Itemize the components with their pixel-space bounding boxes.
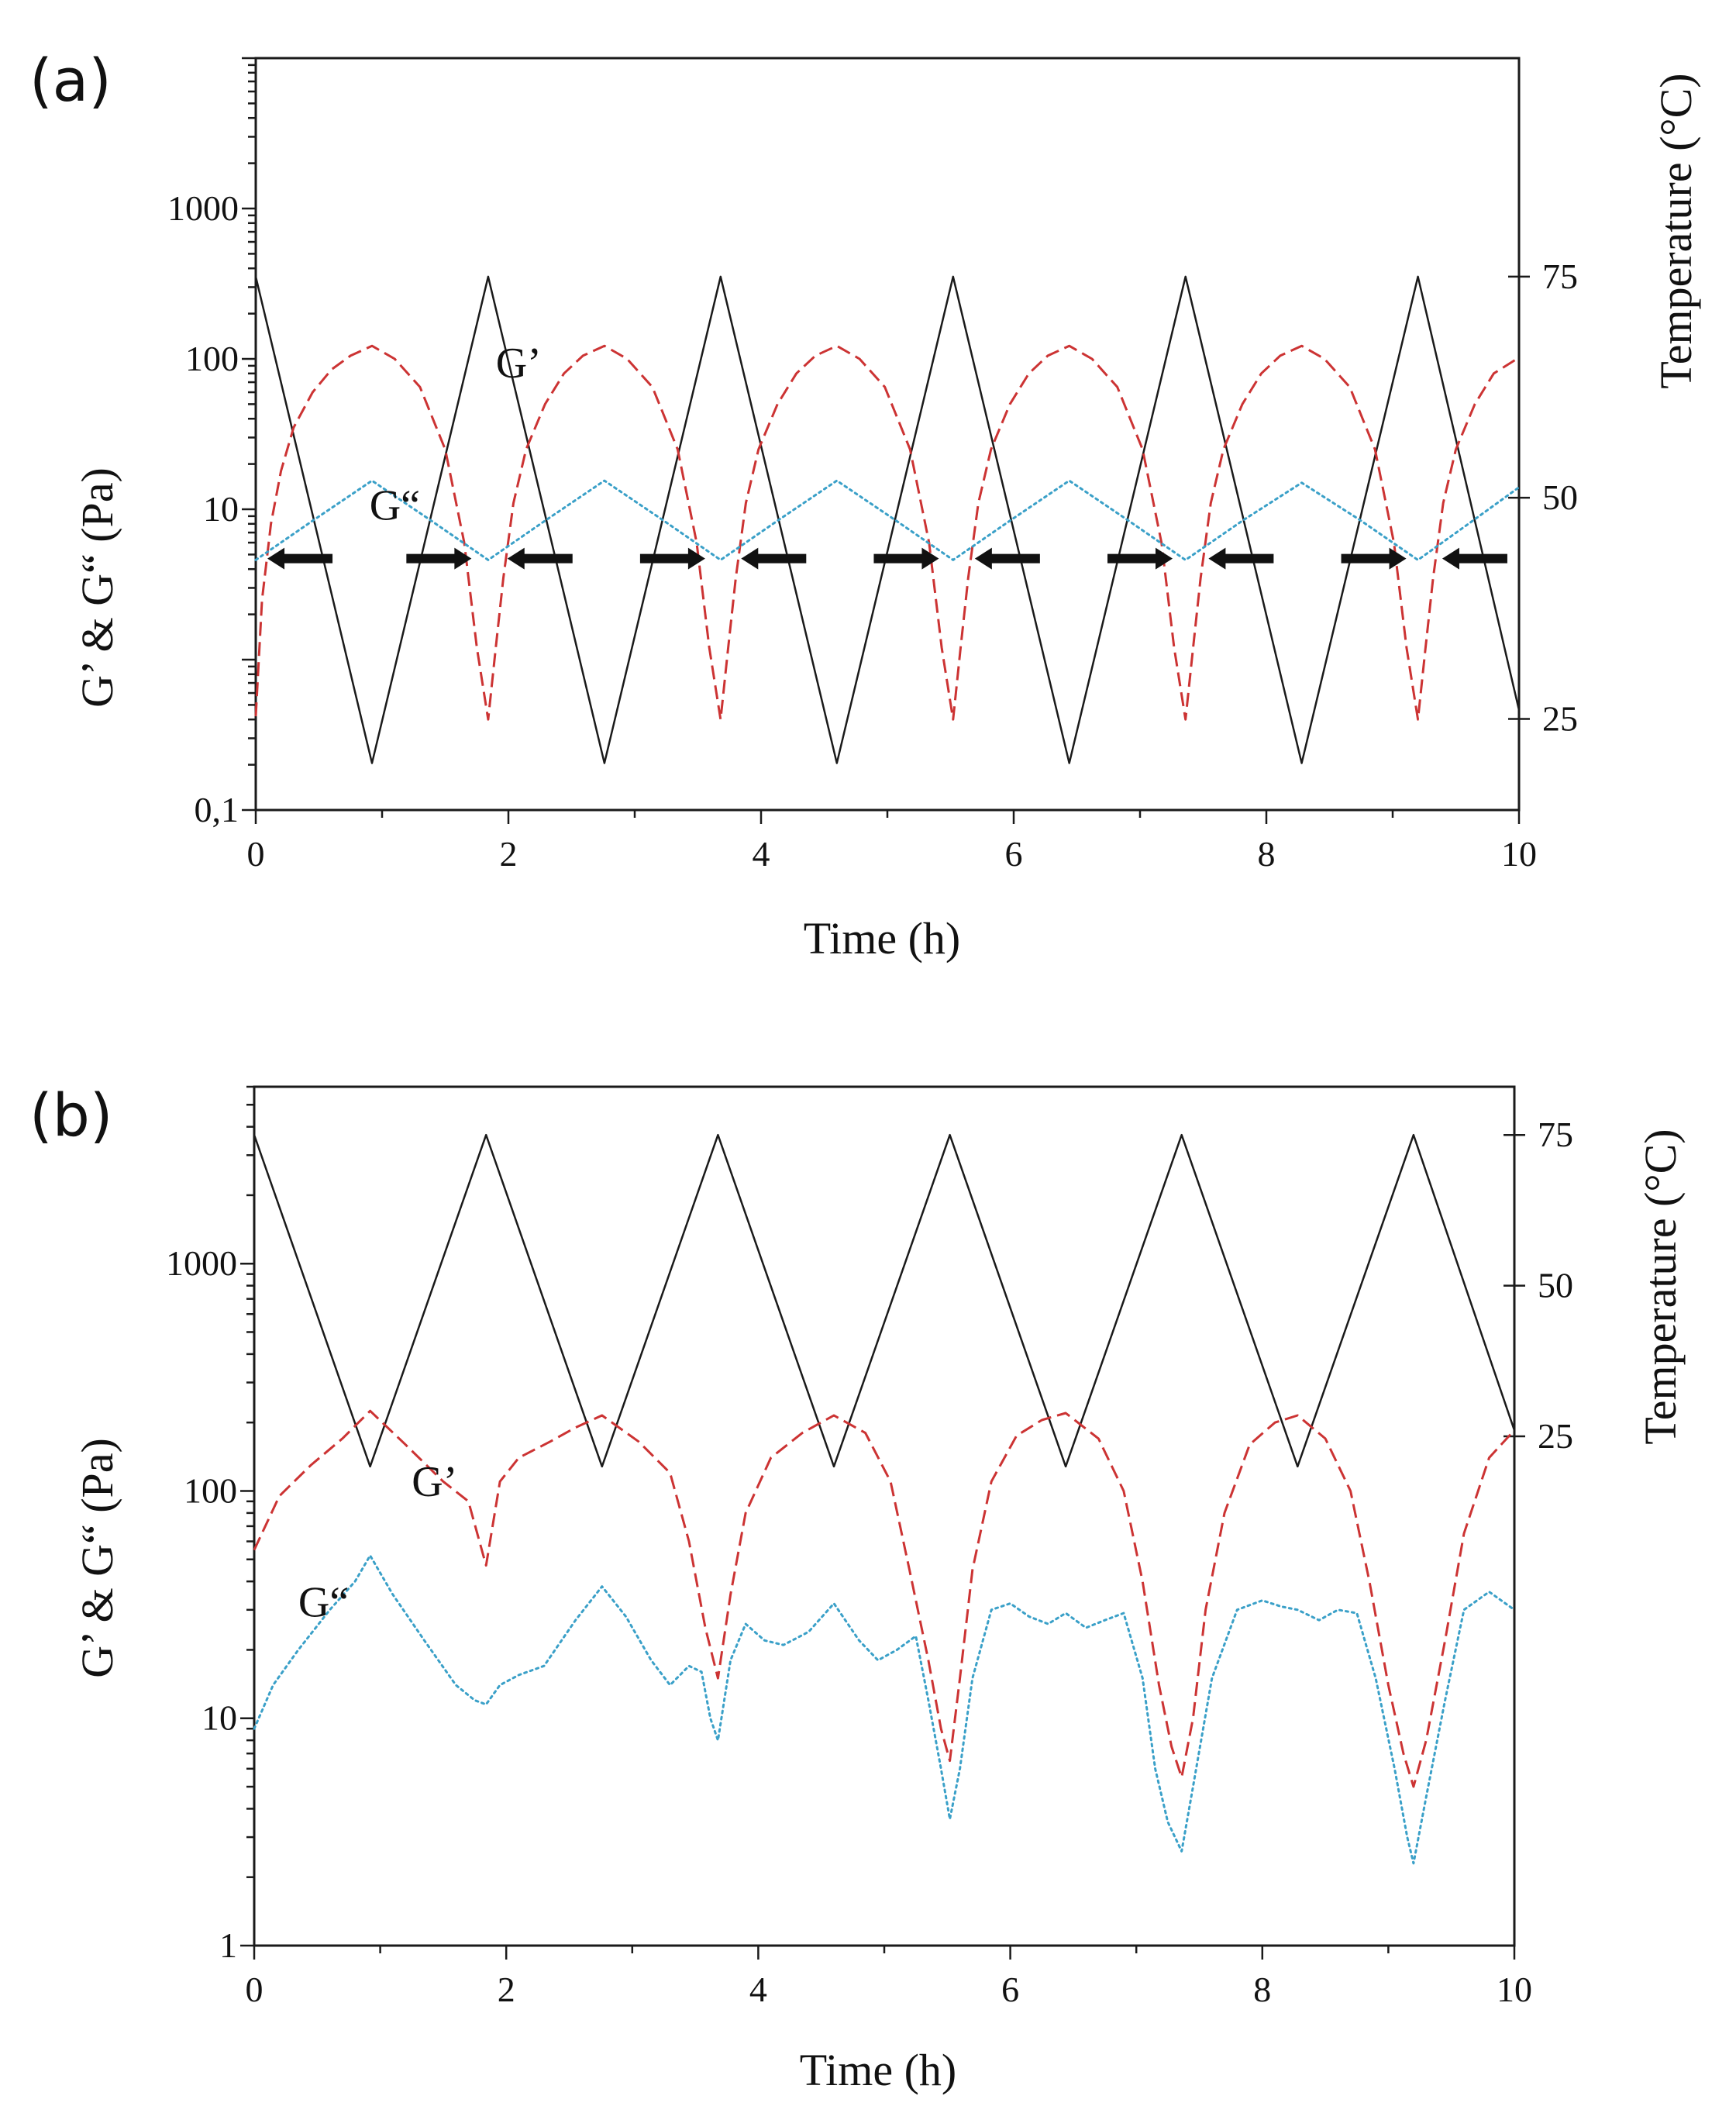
series-line-g-prime xyxy=(254,344,1520,721)
y2-tick-label: 25 xyxy=(1538,1416,1573,1456)
arrow-right xyxy=(639,547,705,570)
y-tick-label: 10 xyxy=(202,1698,237,1738)
arrow-right xyxy=(873,547,939,570)
x-tick-label: 2 xyxy=(500,834,518,874)
series-a xyxy=(254,275,1521,764)
y-axis-title-b: G’ & G“ (Pa) xyxy=(72,1438,122,1678)
ticks-b xyxy=(240,1085,1525,1960)
panel-label-a: (a) xyxy=(29,46,112,115)
y2-tick-label: 75 xyxy=(1538,1115,1573,1154)
plot-frame-b xyxy=(253,1085,1516,1947)
y-axis-title-a: G’ & G“ (Pa) xyxy=(72,467,122,708)
y-tick-label: 100 xyxy=(184,1470,237,1510)
ticks-a xyxy=(242,57,1530,824)
y-tick-label: 10 xyxy=(203,489,239,529)
series-line-g-double-prime xyxy=(253,1554,1516,1865)
x-tick-label: 4 xyxy=(753,834,770,874)
arrow-left xyxy=(267,547,333,570)
series-line-g-prime xyxy=(253,1409,1516,1788)
y2-tick-labels-b: 25 50 75 xyxy=(1538,1115,1573,1456)
series-line-temperature xyxy=(253,1133,1516,1468)
x-tick-labels-a: 0 2 4 6 8 10 xyxy=(247,834,1538,874)
x-tick-label: 8 xyxy=(1258,834,1276,874)
arrow-left xyxy=(507,547,573,570)
y2-tick-label: 75 xyxy=(1542,257,1578,296)
y2-tick-label: 50 xyxy=(1538,1266,1573,1305)
annotation-g-double-prime-a: G“ xyxy=(370,482,420,530)
arrow-right xyxy=(1341,547,1407,570)
y2-axis-title-b: Temperature (°C) xyxy=(1635,1129,1686,1444)
y-tick-labels-a: 0,1 10 100 1000 xyxy=(167,188,239,829)
x-tick-label: 10 xyxy=(1501,834,1537,874)
y-tick-labels-b: 1 10 100 1000 xyxy=(166,1243,237,1965)
x-tick-label: 6 xyxy=(1005,834,1023,874)
y-tick-label: 1000 xyxy=(167,188,239,228)
y-tick-label: 1000 xyxy=(166,1243,237,1283)
x-tick-labels-b: 0 2 4 6 8 10 xyxy=(246,1970,1533,2009)
arrow-left xyxy=(741,547,807,570)
y2-tick-label: 25 xyxy=(1542,698,1578,738)
plot-frame-a xyxy=(254,57,1521,812)
y2-axis-title-a: Temperature (°C) xyxy=(1651,73,1701,388)
y2-tick-labels-a: 25 50 75 xyxy=(1542,257,1578,739)
panel-b: (b) 1 10 100 1000 25 50 75 0 2 4 6 8 10 Time (h) G… xyxy=(29,1081,1686,2095)
x-axis-title-b: Time (h) xyxy=(800,2045,957,2095)
y2-tick-label: 50 xyxy=(1542,477,1578,517)
panel-label-b: (b) xyxy=(29,1081,113,1150)
series-line-temperature xyxy=(254,275,1521,764)
arrow-left xyxy=(974,547,1040,570)
x-tick-label: 4 xyxy=(749,1970,767,2009)
x-tick-label: 2 xyxy=(498,1970,515,2009)
arrow-left xyxy=(1442,547,1507,570)
annotation-g-prime-a: G’ xyxy=(496,340,542,388)
annotation-g-double-prime-b: G“ xyxy=(298,1579,349,1627)
x-tick-label: 10 xyxy=(1497,1970,1532,2009)
x-tick-label: 6 xyxy=(1001,1970,1019,2009)
y-tick-label: 0,1 xyxy=(195,790,239,829)
arrows-a xyxy=(267,547,1507,570)
x-tick-label: 0 xyxy=(247,834,265,874)
arrow-left xyxy=(1208,547,1274,570)
x-tick-label: 8 xyxy=(1253,1970,1271,2009)
x-tick-label: 0 xyxy=(246,1970,264,2009)
annotation-g-prime-b: G’ xyxy=(412,1458,457,1506)
panel-a: (a) 0,1 10 100 1000 25 50 75 0 2 4 6 8 10 Time (h)… xyxy=(29,46,1701,963)
x-axis-title-a: Time (h) xyxy=(804,913,961,963)
arrow-right xyxy=(406,547,472,570)
series-b xyxy=(253,1133,1516,1865)
arrow-right xyxy=(1107,547,1173,570)
y-tick-label: 100 xyxy=(185,339,239,378)
y-tick-label: 1 xyxy=(219,1925,237,1965)
